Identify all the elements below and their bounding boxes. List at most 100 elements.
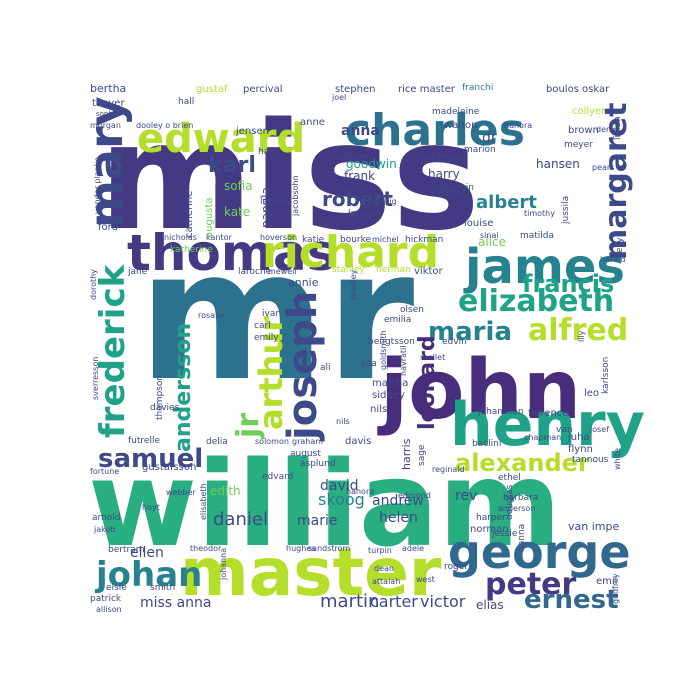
word: anderson [498,504,535,513]
word: roger [444,562,468,572]
word: davis [345,436,371,447]
word: boulos [546,84,579,95]
word: thomas [127,224,336,282]
word: denis [596,125,617,134]
word: hughes [286,544,315,553]
word: annie [288,276,319,289]
word: solomon [255,437,289,446]
word: miss [99,91,480,263]
word: karl [208,153,256,178]
word: sandstrom [308,544,351,553]
word: stephen [335,84,375,95]
word: hanna [517,524,527,552]
word: master [180,534,442,611]
word: hanora [346,487,374,496]
word: skoog [318,490,365,509]
word: hickman [405,235,443,245]
word: johnson [419,151,467,165]
word: asplund [300,459,336,469]
word: godfrey [611,573,620,604]
word: white [613,448,622,470]
word: thompson [155,375,165,420]
word: hanora [504,121,532,130]
word: larsson [348,209,380,219]
word: gustaf [196,84,228,95]
word: florence [528,408,568,419]
word: elisabeth [199,483,208,520]
word: sinai [480,231,499,240]
word: johan [94,555,202,595]
word: margaret [599,103,634,261]
word: bourke [340,235,372,245]
word: pears [592,163,614,172]
word: joseph [280,291,326,442]
word: augusta [204,198,215,238]
word: patrick [90,594,122,604]
word: percival [243,84,283,95]
word: anna [341,123,380,139]
word: rosalie [198,311,225,320]
word: edvard [262,472,293,482]
word: marion [464,145,496,155]
word: edith [210,484,241,498]
word: graham [292,437,323,446]
word: bertha [90,82,126,95]
word: benjamin [432,183,474,193]
word: louise [464,218,493,229]
word: jane [127,267,148,277]
word: harry [428,167,460,181]
word: leonard [415,335,440,430]
word: nils [336,417,350,426]
word: edward [137,116,305,162]
word: thayer [92,98,125,109]
word: navratil [399,346,408,376]
word: allison [96,605,122,614]
word: harper [476,513,506,523]
word: flynn [568,444,593,455]
word: daniel [213,509,268,530]
word: katherine [170,245,213,255]
word: bertram [108,545,144,555]
word: martin [320,591,379,612]
word: albert [476,192,537,213]
word: olsen [400,305,424,315]
word: jakob [93,525,115,534]
word: elias [476,598,504,612]
word: hoverson [260,233,297,242]
word: jacobsohn [291,175,300,217]
word: lillian [613,116,623,140]
word: nils [370,404,387,415]
word: martha [372,378,408,389]
word: ethel [498,473,521,483]
word: gustafsson [142,462,196,473]
word: reginald [432,465,465,474]
word: stanley [332,265,365,275]
word: attalah [372,577,400,586]
word: ford [98,222,118,233]
word: andrew [372,493,424,509]
word: taussig [368,197,397,206]
word: katie [302,235,325,245]
word: alexander [455,449,590,477]
word: jensen [235,126,269,137]
word: hoyt [142,503,160,512]
word: elsie [106,583,127,593]
word: leo [584,388,599,399]
word: collyer [572,106,606,117]
word: delia [206,437,228,447]
word: hansen [536,157,580,171]
word: jessie [491,529,518,539]
word: panula [259,187,273,228]
word: sidney [372,390,405,401]
word: hans [258,147,280,157]
word: jussila [561,196,571,225]
word: catherine [184,191,195,238]
word: baclini [472,439,501,449]
word: mr [138,212,415,421]
word: west [416,575,435,584]
word: morgan [90,121,121,130]
word: carl [254,321,271,331]
word: ali [320,363,331,373]
word: joel [331,93,346,102]
